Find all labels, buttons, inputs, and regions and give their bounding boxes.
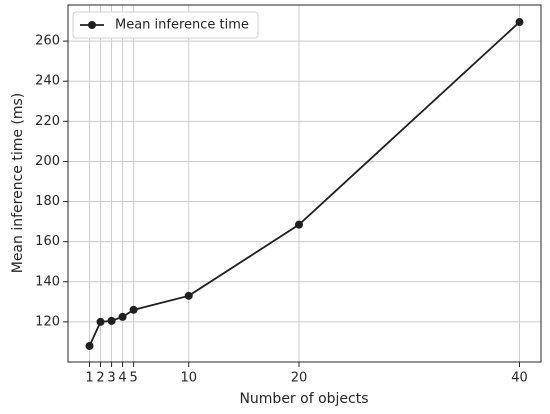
point [118,312,127,321]
point [294,220,303,229]
point [184,291,193,300]
point [85,341,94,350]
y-tick-label: 240 [35,74,60,89]
y-tick-label: 140 [35,274,60,289]
x-tick-label: 2 [96,371,104,386]
legend-label: Mean inference time [115,18,249,33]
point [515,18,524,27]
y-tick-label: 260 [35,34,60,49]
x-tick-label: 1 [85,371,93,386]
y-tick-label: 220 [35,114,60,129]
series-line [88,21,521,347]
x-tick-label: 3 [107,371,115,386]
point [129,305,138,314]
x-tick-label: 4 [118,371,126,386]
x-tick-label: 5 [129,371,137,386]
x-tick-label: 10 [180,371,197,386]
y-tick-label: 160 [35,234,60,249]
y-tick-label: 180 [35,194,60,209]
point [107,316,116,325]
x-tick-label: 40 [511,371,528,386]
legend-marker [88,21,96,29]
x-tick-label: 20 [291,371,308,386]
y-tick-label: 120 [35,314,60,329]
plot-frame [67,4,542,363]
y-axis-label: Mean inference time (ms) [10,93,26,274]
x-axis-label: Number of objects [239,391,368,407]
point [96,317,105,326]
legend-box [72,11,259,39]
y-tick-label: 200 [35,154,60,169]
